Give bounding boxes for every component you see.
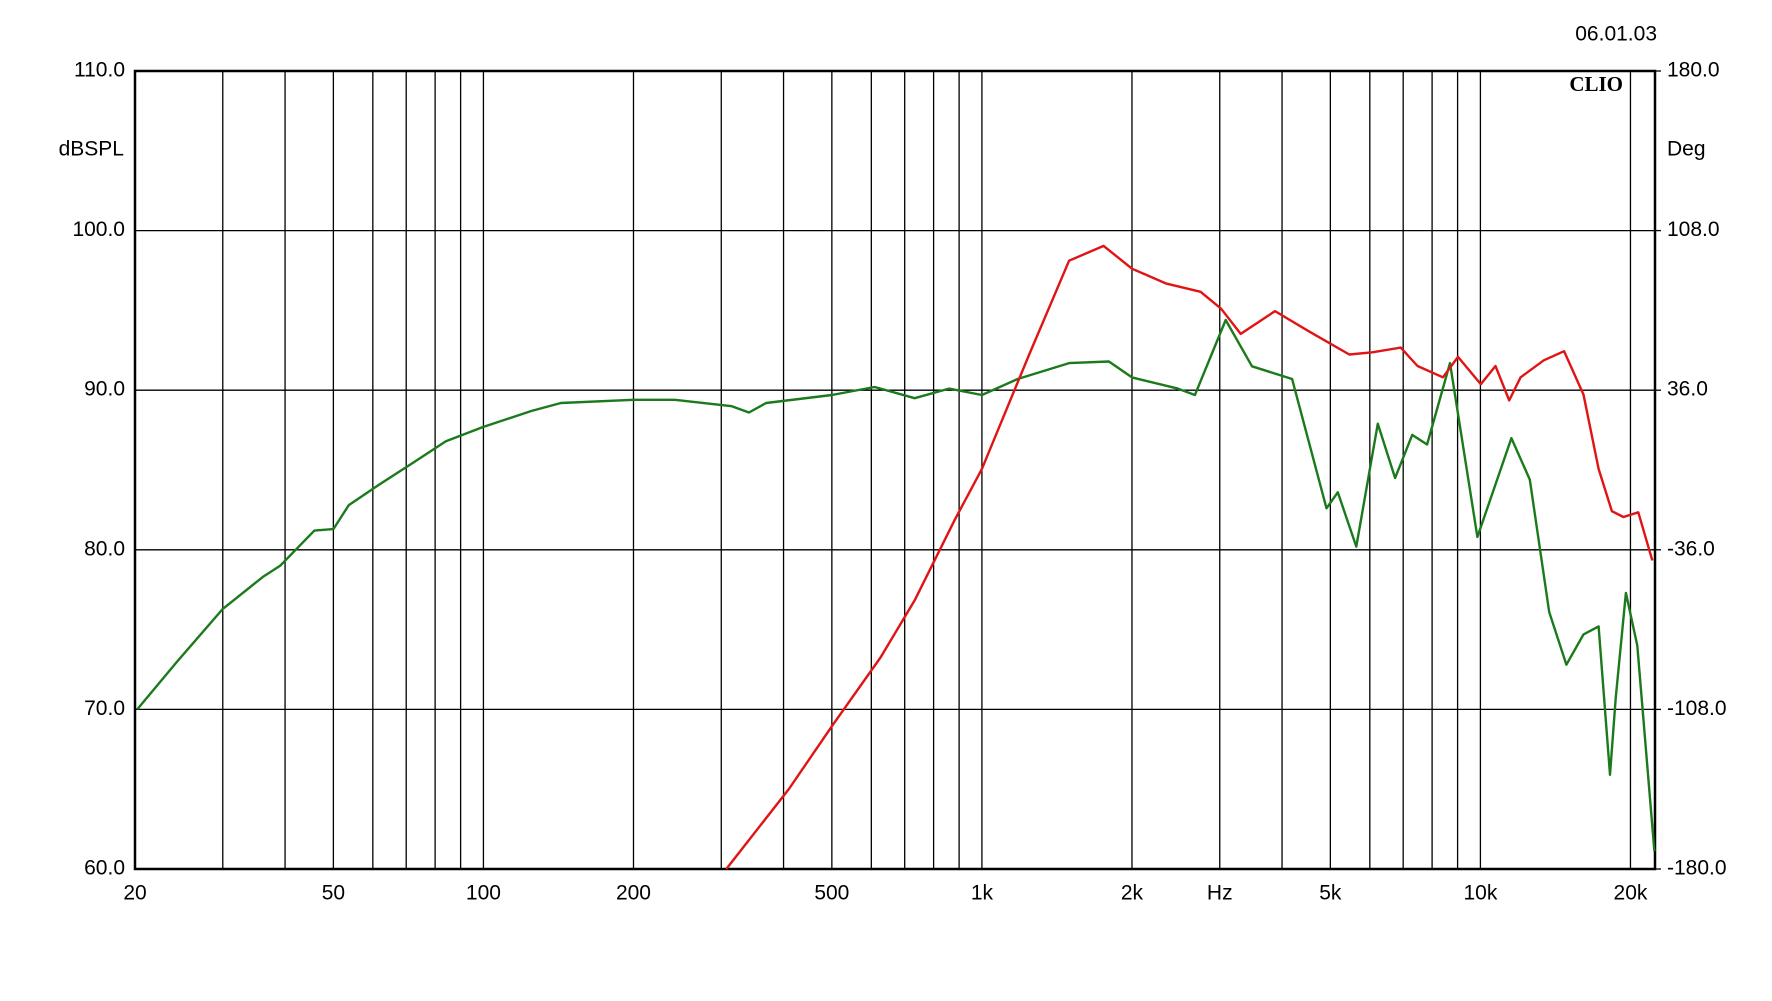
y-tick-label: 110.0: [74, 59, 125, 82]
y2-tick-label: 36.0: [1667, 378, 1708, 401]
x-tick-label: 100: [466, 882, 501, 905]
brand: CLIO: [1569, 72, 1623, 96]
x-tick-label: Hz: [1207, 882, 1233, 905]
y-tick-label: 100.0: [72, 218, 125, 241]
x-tick-label: 20k: [1614, 882, 1648, 905]
x-tick-label: 5k: [1319, 882, 1342, 905]
y-axis-label: dBSPL: [59, 138, 124, 161]
y-tick-label: 80.0: [84, 537, 125, 560]
y2-axis-label: Deg: [1667, 138, 1706, 161]
x-tick-label: 500: [814, 882, 849, 905]
y2-tick-label: -180.0: [1667, 857, 1727, 880]
series-line: [725, 244, 1654, 870]
date: 06.01.03: [1575, 23, 1657, 46]
y2-tick-label: 108.0: [1667, 218, 1720, 241]
x-tick-label: 2k: [1121, 882, 1144, 905]
y-tick-label: 70.0: [84, 697, 125, 720]
x-tick-label: 1k: [971, 882, 994, 905]
plot-frame: [133, 69, 1657, 871]
x-tick-label: 10k: [1463, 882, 1497, 905]
x-tick-label: 50: [322, 882, 345, 905]
y-tick-label: 60.0: [84, 857, 125, 880]
x-tick-label: 200: [616, 882, 651, 905]
series-line: [136, 318, 1656, 852]
x-tick-label: 20: [123, 882, 146, 905]
y-tick-label: 90.0: [84, 378, 125, 401]
y2-tick-label: -36.0: [1667, 537, 1715, 560]
y2-tick-label: 180.0: [1667, 59, 1720, 82]
y2-tick-label: -108.0: [1667, 697, 1727, 720]
